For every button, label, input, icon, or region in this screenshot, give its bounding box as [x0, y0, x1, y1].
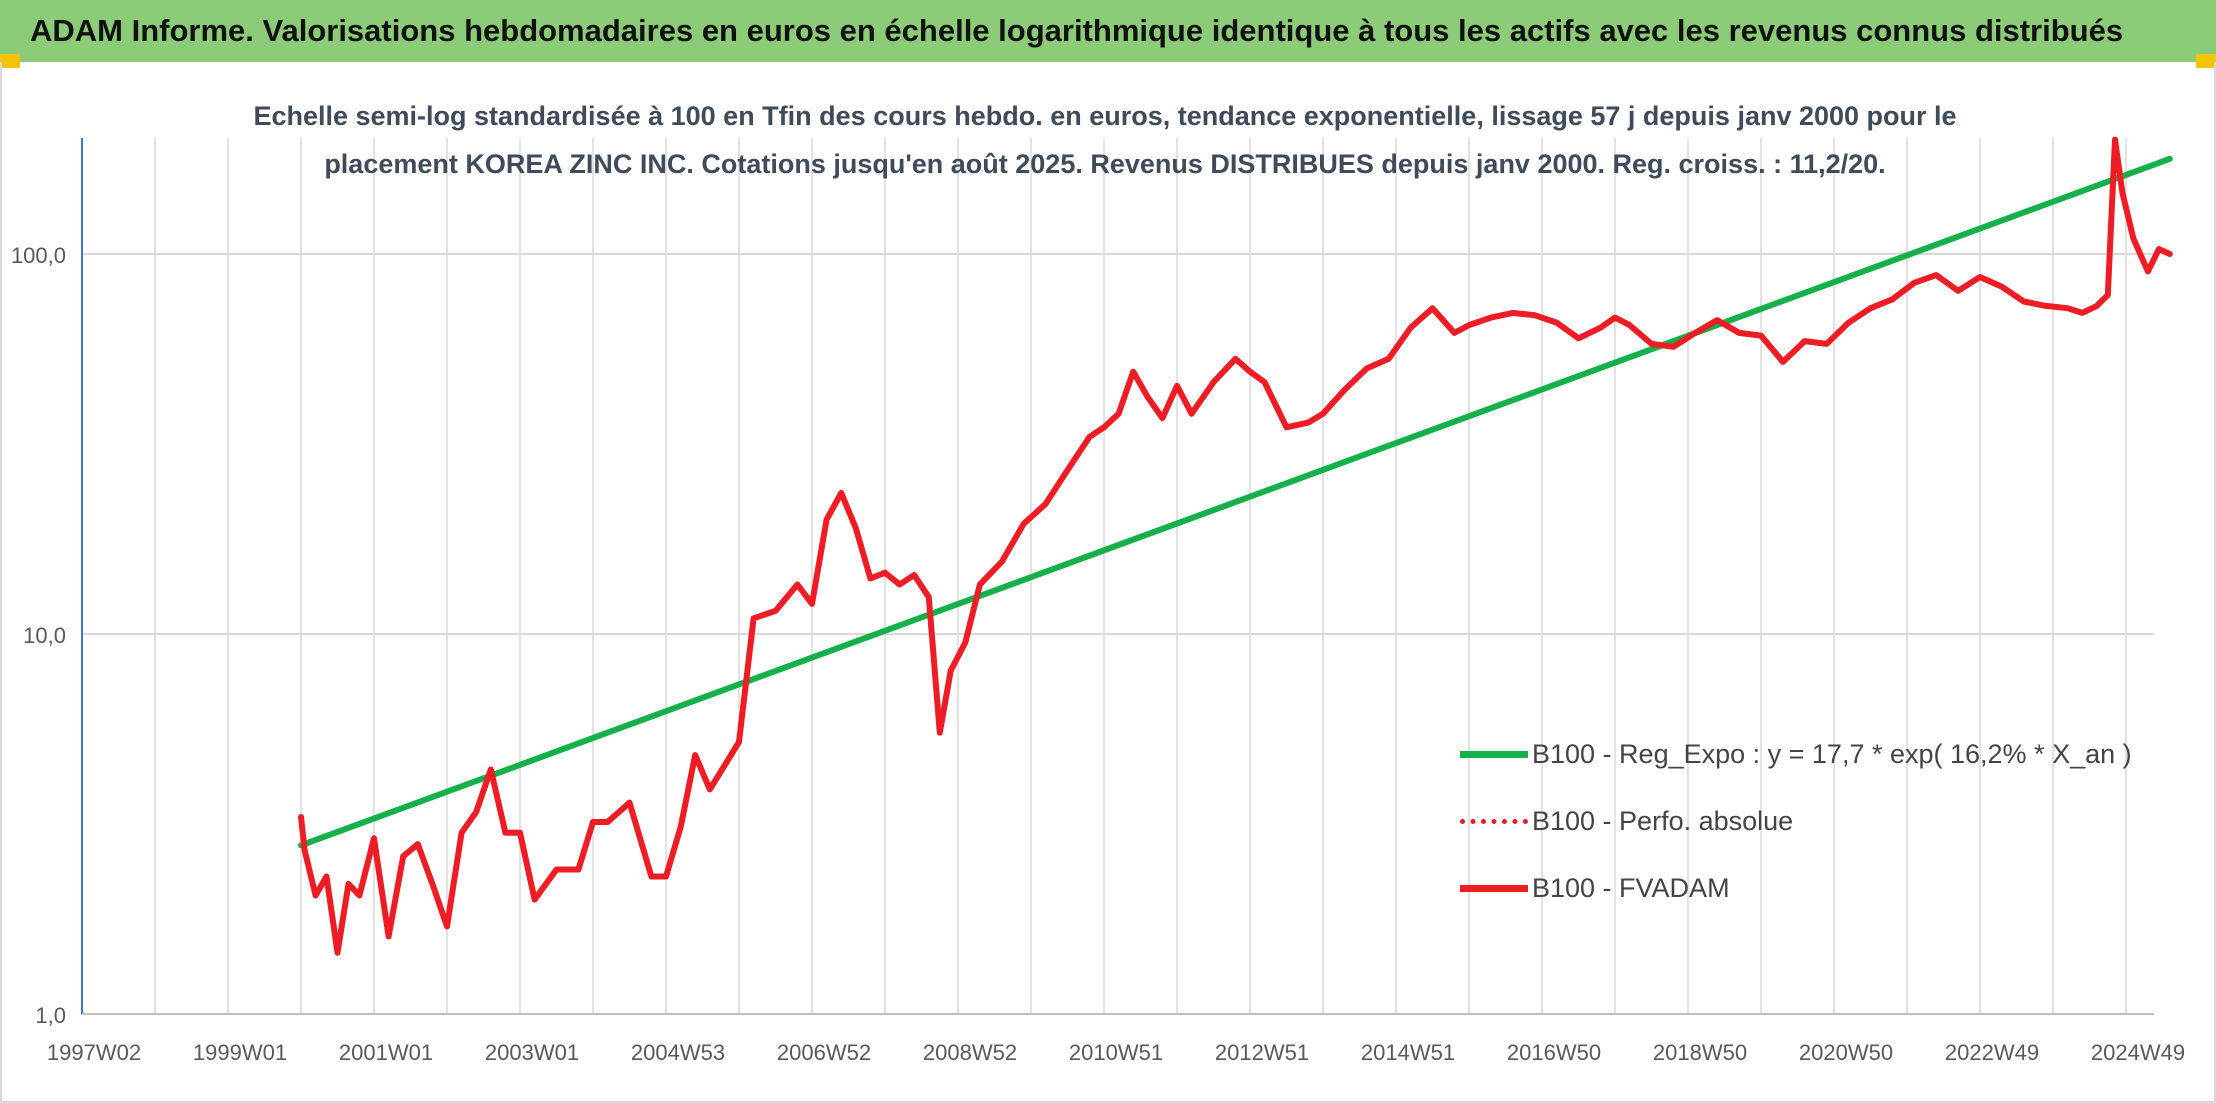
y-tick-label: 100,0: [11, 243, 66, 268]
x-tick-label: 2001W01: [339, 1040, 433, 1065]
x-tick-label: 2020W50: [1799, 1040, 1893, 1065]
series-line-trend: [298, 155, 2173, 849]
header-title: ADAM Informe. Valorisations hebdomadaire…: [30, 13, 2124, 48]
header-banner: ADAM Informe. Valorisations hebdomadaire…: [0, 0, 2216, 62]
x-tick-label: 1997W02: [47, 1040, 141, 1065]
legend-label-fvadam: B100 - FVADAM: [1532, 872, 1730, 903]
corner-marker-right: [2196, 54, 2216, 68]
y-tick-label: 1,0: [35, 1003, 66, 1028]
x-tick-label: 2014W51: [1361, 1040, 1455, 1065]
x-tick-label: 2008W52: [923, 1040, 1017, 1065]
legend-item-fvadam: B100 - FVADAM: [1460, 864, 2140, 912]
x-tick-label: 2010W51: [1069, 1040, 1163, 1065]
y-tick-label: 10,0: [23, 623, 66, 648]
series-line-fvadam: [298, 136, 2173, 956]
legend-item-perfo: B100 - Perfo. absolue: [1460, 797, 2140, 845]
legend-item-trend: B100 - Reg_Expo : y = 17,7 * exp( 16,2% …: [1460, 730, 2140, 778]
chart-title: Echelle semi-log standardisée à 100 en T…: [253, 101, 1957, 179]
x-tick-label: 2018W50: [1653, 1040, 1747, 1065]
x-tick-label: 2006W52: [777, 1040, 871, 1065]
legend-swatch-perfo: [1460, 818, 1528, 824]
x-tick-label: 2003W01: [485, 1040, 579, 1065]
x-tick-label: 1999W01: [193, 1040, 287, 1065]
legend-swatch-fvadam: [1460, 884, 1528, 892]
x-tick-label: 2004W53: [631, 1040, 725, 1065]
legend-swatch-trend: [1460, 750, 1528, 758]
x-tick-label: 2016W50: [1507, 1040, 1601, 1065]
chart-legend: B100 - Reg_Expo : y = 17,7 * exp( 16,2% …: [1460, 730, 2140, 931]
x-tick-label: 2022W49: [1945, 1040, 2039, 1065]
x-tick-label: 2024W49: [2091, 1040, 2185, 1065]
x-tick-label: 2012W51: [1215, 1040, 1309, 1065]
corner-marker-left: [0, 54, 20, 68]
chart-area: [0, 62, 2216, 1103]
legend-label-trend: B100 - Reg_Expo : y = 17,7 * exp( 16,2% …: [1532, 738, 2132, 769]
legend-label-perfo: B100 - Perfo. absolue: [1532, 805, 1794, 836]
